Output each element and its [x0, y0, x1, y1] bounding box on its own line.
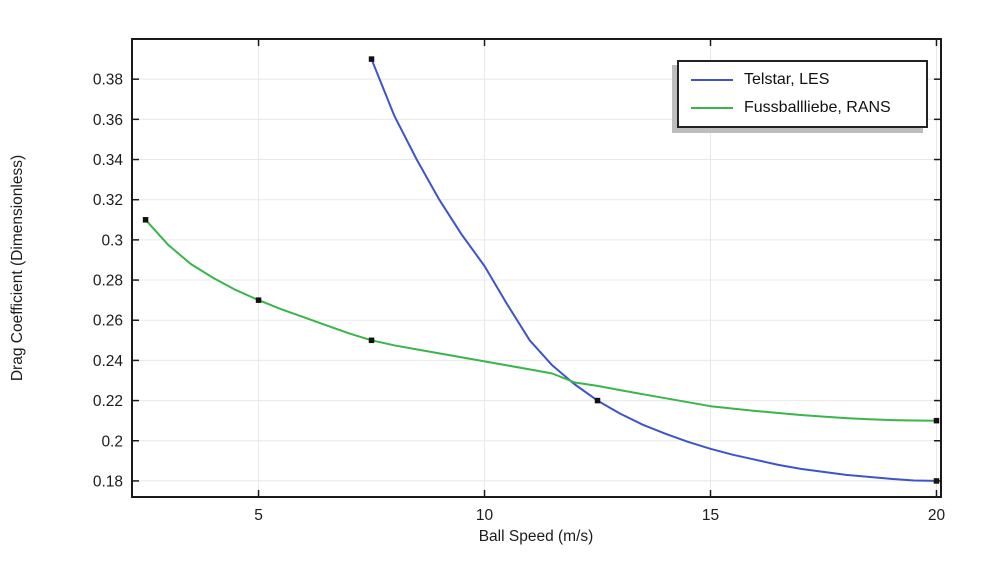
svg-text:20: 20 — [928, 507, 946, 524]
svg-text:0.3: 0.3 — [101, 232, 123, 249]
svg-text:0.36: 0.36 — [93, 112, 123, 129]
svg-text:0.24: 0.24 — [93, 353, 124, 370]
svg-text:10: 10 — [476, 507, 494, 524]
svg-text:0.28: 0.28 — [93, 273, 123, 290]
plot-frame — [131, 38, 942, 498]
svg-text:0.2: 0.2 — [101, 433, 123, 450]
svg-text:5: 5 — [254, 507, 263, 524]
legend-item-telstar: Telstar, LES — [691, 66, 926, 94]
series-line-0 — [370, 58, 938, 482]
svg-text:0.38: 0.38 — [93, 72, 123, 89]
y-tick-labels: 0.18 0.2 0.22 0.24 0.26 0.28 0.3 0.32 0.34 0.36 0.… — [93, 72, 124, 491]
y-axis-title: Drag Coefficient (Dimensionless) — [9, 154, 26, 382]
svg-text:0.26: 0.26 — [93, 313, 123, 330]
legend-line-sample-fussballliebe — [691, 107, 733, 109]
legend-label-telstar: Telstar, LES — [744, 71, 830, 88]
svg-text:15: 15 — [702, 507, 719, 524]
legend-label-fussballliebe: Fussballliebe, RANS — [744, 99, 891, 116]
svg-text:0.18: 0.18 — [93, 473, 123, 490]
x-tick-labels: 5 10 15 20 — [254, 507, 945, 524]
series-markers-1 — [142, 217, 940, 424]
svg-text:0.32: 0.32 — [93, 192, 123, 209]
x-axis-title: Ball Speed (m/s) — [478, 528, 594, 545]
series-line-1 — [144, 218, 938, 422]
svg-text:0.34: 0.34 — [93, 152, 124, 169]
axis-ticks — [132, 39, 941, 497]
legend-line-sample-telstar — [691, 79, 733, 81]
legend-item-fussballliebe: Fussballliebe, RANS — [691, 94, 926, 122]
svg-text:0.22: 0.22 — [93, 393, 123, 410]
legend: Telstar, LES Fussballliebe, RANS — [677, 60, 928, 128]
